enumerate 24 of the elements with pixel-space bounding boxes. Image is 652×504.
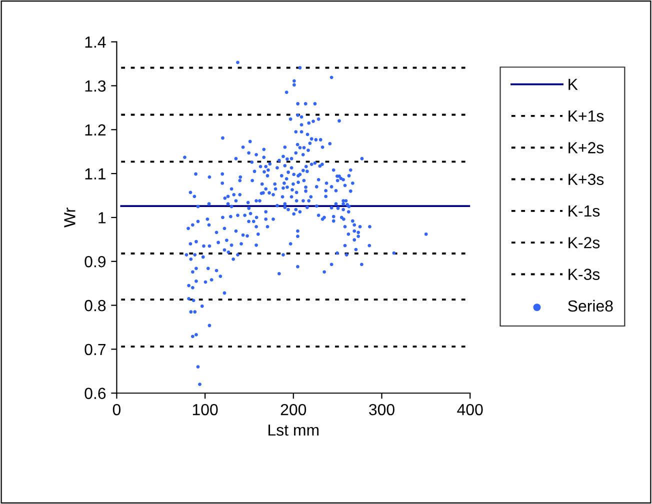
y-tick-label: 0.9: [84, 256, 106, 268]
y-tick-label: 1.4: [85, 36, 106, 48]
y-axis-title: Wr: [64, 208, 76, 228]
y-tick-label: 1.1: [85, 168, 106, 180]
legend-label: K-3s: [568, 268, 600, 280]
x-tick-label: 0: [112, 404, 121, 416]
x-tick-label: 300: [369, 404, 394, 416]
legend-label: K-2s: [568, 237, 600, 248]
y-tick-label: 1.2: [85, 124, 106, 136]
y-tick-label: 0.6: [84, 388, 106, 400]
y-tick-label: 0.7: [84, 344, 106, 356]
legend-label: K+1s: [568, 110, 604, 122]
x-tick-label: 400: [457, 404, 483, 416]
legend-label: K: [568, 78, 578, 90]
x-tick-label: 100: [192, 404, 218, 416]
x-tick-label: 200: [280, 404, 306, 416]
legend-label: K-1s: [568, 206, 600, 217]
y-tick-label: 1.3: [85, 80, 106, 92]
legend-label: Serie8: [568, 300, 613, 312]
legend-label: K+2s: [568, 142, 604, 154]
x-axis-title: Lst mm: [268, 424, 319, 436]
legend-label: K+3s: [568, 174, 604, 186]
y-tick-label: 0.8: [84, 300, 106, 312]
y-tick-label: 1: [98, 212, 106, 224]
